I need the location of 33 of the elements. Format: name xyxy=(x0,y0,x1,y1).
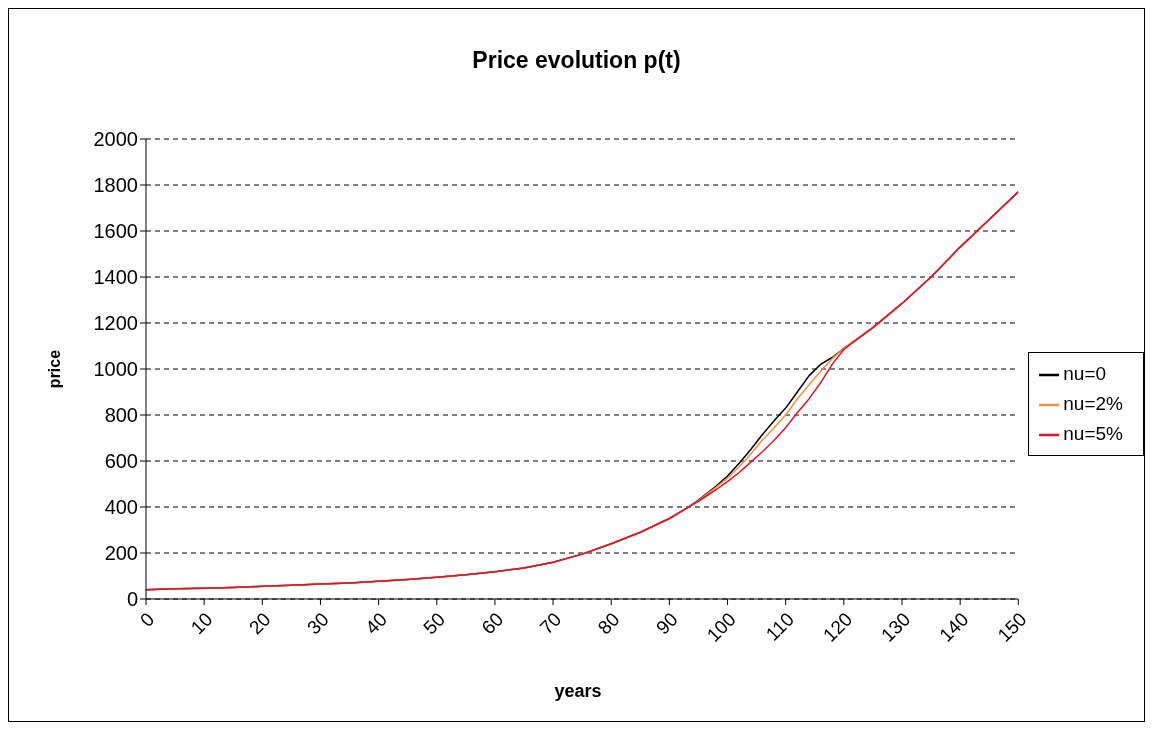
x-tick-label: 40 xyxy=(361,608,391,639)
y-tick-label: 400 xyxy=(104,496,138,519)
x-tick-label: 110 xyxy=(761,608,799,645)
x-axis-title: years xyxy=(553,680,603,702)
y-tick-label: 1000 xyxy=(93,358,138,381)
y-axis-title: price xyxy=(46,349,64,389)
x-tick-label: 50 xyxy=(419,608,450,639)
y-tick-label: 600 xyxy=(104,450,138,473)
y-tick-label: 200 xyxy=(104,542,138,565)
y-tick-label: 800 xyxy=(104,404,138,427)
x-tick-label: 100 xyxy=(702,608,740,646)
x-tick-label: 80 xyxy=(593,608,624,639)
y-tick-label: 1800 xyxy=(93,174,138,197)
x-tick-label: 0 xyxy=(136,608,159,631)
x-tick-label: 130 xyxy=(877,608,915,646)
x-tick-label: 10 xyxy=(186,608,217,639)
legend-label: nu=2% xyxy=(1063,393,1123,414)
legend-label: nu=5% xyxy=(1063,423,1123,444)
x-tick-label: 150 xyxy=(993,608,1031,646)
y-tick-label: 1400 xyxy=(93,266,138,289)
x-tick-label: 70 xyxy=(535,608,566,639)
x-tick-label: 60 xyxy=(477,608,508,639)
chart-title: Price evolution p(t) xyxy=(471,47,682,74)
x-tick-label: 140 xyxy=(935,608,973,646)
x-tick-label: 20 xyxy=(244,608,275,639)
y-tick-label: 0 xyxy=(126,588,138,611)
y-tick-label: 1200 xyxy=(93,312,138,335)
y-tick-label: 1600 xyxy=(93,220,138,243)
x-tick-label: 120 xyxy=(818,608,857,646)
x-tick-label: 90 xyxy=(651,608,682,639)
y-tick-label: 2000 xyxy=(93,128,138,151)
x-tick-label: 30 xyxy=(303,608,333,639)
legend-label: nu=0 xyxy=(1063,363,1107,384)
